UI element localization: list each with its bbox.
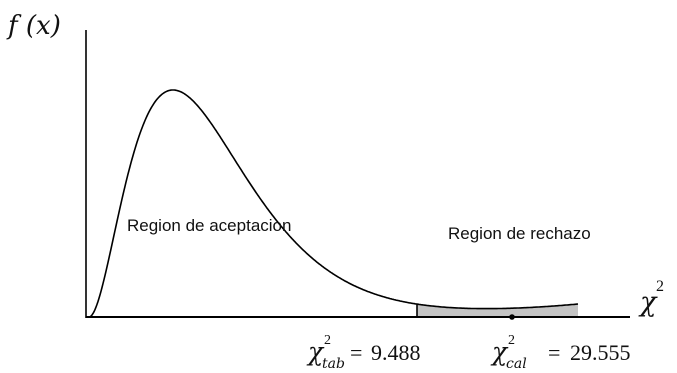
calculated-value-number: 29.555 [570,340,631,365]
calculated-value-annotation: χ 2 cal = 29.555 [490,333,631,372]
critical-value-number: 9.488 [371,340,421,365]
calculated-value-symbol: χ [490,337,509,366]
calculated-value-marker [509,314,515,320]
critical-value-equals: = [350,340,362,365]
critical-value-annotation: χ 2 tab = 9.488 [306,333,421,372]
critical-value-subscript: tab [322,356,345,372]
rejection-region-label: Region de rechazo [448,224,591,243]
x-axis-symbol: χ [638,287,658,318]
x-axis-superscript: 2 [656,278,664,295]
calculated-value-equals: = [548,340,560,365]
density-curve [88,89,579,318]
critical-value-symbol: χ [306,337,325,366]
y-axis-label: f (x) [6,11,61,41]
x-axis-label: χ 2 [638,278,664,318]
acceptance-region-label: Region de aceptacion [127,216,291,235]
calculated-value-superscript: 2 [508,333,515,348]
critical-value-superscript: 2 [324,333,331,348]
calculated-value-subscript: cal [506,356,527,372]
